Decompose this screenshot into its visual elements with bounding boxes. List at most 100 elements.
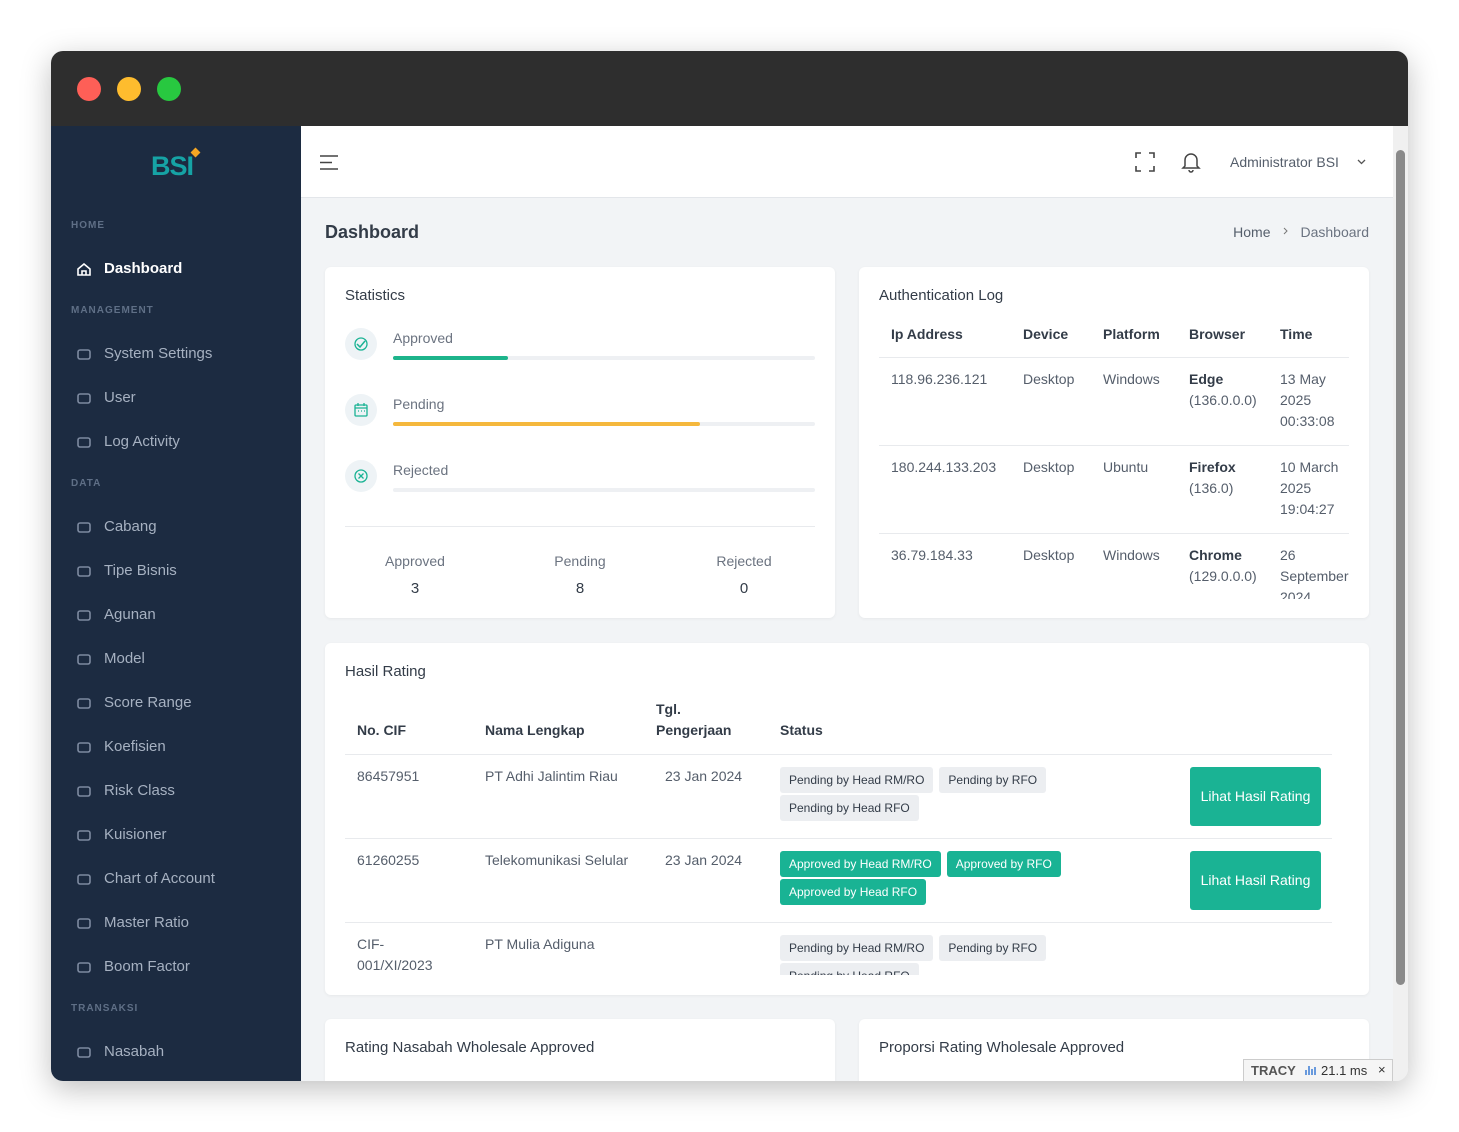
table-cell: Desktop bbox=[1023, 547, 1075, 563]
icon bbox=[77, 654, 91, 665]
sidebar-item[interactable]: Log Activity bbox=[75, 427, 285, 457]
sidebar-item-label: User bbox=[104, 389, 136, 406]
stat-icon bbox=[345, 460, 377, 492]
fullscreen-button[interactable] bbox=[1135, 152, 1155, 172]
sidebar-item[interactable]: Kuisioner bbox=[75, 820, 285, 850]
icon-part bbox=[1283, 227, 1288, 235]
sidebar-item-label: Koefisien bbox=[104, 738, 166, 755]
card-title: Authentication Log bbox=[879, 287, 1004, 304]
sidebar-item-label: Boom Factor bbox=[104, 958, 190, 975]
user-menu-caret[interactable] bbox=[1357, 159, 1366, 165]
notification-button[interactable] bbox=[1181, 151, 1201, 173]
sidebar-item[interactable]: Boom Factor bbox=[75, 952, 285, 982]
sidebar-item[interactable]: Master Ratio bbox=[75, 908, 285, 938]
debug-close[interactable]: × bbox=[1378, 1062, 1386, 1077]
summary-value: 3 bbox=[410, 580, 420, 597]
column-header: Time bbox=[1280, 326, 1313, 342]
table-cell: 10 March 2025 19:04:27 bbox=[1280, 459, 1339, 517]
column-header: Ip Address bbox=[891, 326, 963, 342]
status-badge: Pending by RFO bbox=[939, 767, 1047, 793]
sidebar-item-label: Agunan bbox=[104, 606, 156, 623]
sidebar-item[interactable]: Koefisien bbox=[75, 732, 285, 762]
sidebar-item[interactable]: Dashboard bbox=[75, 254, 285, 284]
icon bbox=[77, 918, 91, 929]
sidebar-item[interactable]: Agunan bbox=[75, 600, 285, 630]
icon-part bbox=[356, 340, 366, 349]
icon bbox=[77, 786, 91, 797]
icon bbox=[77, 393, 91, 404]
column-header: Device bbox=[1023, 326, 1069, 342]
sidebar-item[interactable]: Nasabah bbox=[75, 1037, 285, 1067]
sidebar-item[interactable]: Tipe Bisnis bbox=[75, 556, 285, 586]
browser-version: (129.0.0.0) bbox=[1189, 568, 1257, 584]
browser-version: (136.0.0.0) bbox=[1189, 392, 1257, 408]
breadcrumb-link[interactable]: Home bbox=[1233, 224, 1271, 240]
icon-part bbox=[77, 437, 91, 448]
table-cell: Desktop bbox=[1023, 371, 1075, 387]
scrollbar-thumb[interactable] bbox=[1396, 150, 1405, 985]
icon bbox=[77, 742, 91, 753]
breadcrumb: Home Dashboard bbox=[1233, 224, 1369, 240]
card-title: Proporsi Rating Wholesale Approved bbox=[879, 1039, 1125, 1056]
status-badge: Approved by RFO bbox=[946, 851, 1061, 877]
zoom-button[interactable] bbox=[157, 77, 181, 101]
icon bbox=[77, 263, 91, 276]
icon-part bbox=[77, 610, 91, 621]
progress-track bbox=[393, 356, 815, 360]
status-badge: Pending by Head RFO bbox=[780, 795, 919, 821]
stat-label: Approved bbox=[393, 330, 453, 346]
browser-name: Edge bbox=[1189, 371, 1224, 387]
view-rating-button[interactable]: Lihat Hasil Rating bbox=[1190, 767, 1321, 826]
table-cell: Telekomunikasi Selular bbox=[485, 852, 629, 868]
icon-part bbox=[1181, 153, 1201, 173]
status-badge: Pending by Head RM/RO bbox=[780, 767, 934, 793]
stat-label: Rejected bbox=[393, 462, 449, 478]
sidebar-item[interactable]: Chart of Account bbox=[75, 864, 285, 894]
icon-part bbox=[1357, 159, 1366, 165]
row-divider bbox=[345, 838, 1332, 839]
menu-toggle[interactable] bbox=[319, 154, 339, 171]
view-rating-button[interactable]: Lihat Hasil Rating bbox=[1190, 851, 1321, 910]
close-button[interactable] bbox=[77, 77, 101, 101]
icon-part bbox=[77, 263, 91, 276]
sidebar-item[interactable]: User bbox=[75, 383, 285, 413]
debug-time: 21.1 ms bbox=[1321, 1063, 1368, 1078]
table-cell: 86457951 bbox=[357, 768, 420, 784]
row-divider bbox=[879, 357, 1349, 358]
icon-part bbox=[77, 962, 91, 973]
icon bbox=[77, 522, 91, 533]
icon-part bbox=[77, 918, 91, 929]
table-cell: CIF-001/XI/2023 bbox=[357, 936, 433, 973]
auth-log-table: Ip Address Device Platform Browser Time 118.9… bbox=[879, 317, 1349, 599]
sidebar-item-label: Dashboard bbox=[104, 260, 183, 277]
sidebar-item[interactable]: System Settings bbox=[75, 339, 285, 369]
stat-icon bbox=[345, 328, 377, 360]
table-cell: 180.244.133.203 bbox=[891, 459, 997, 475]
icon-part bbox=[320, 155, 338, 170]
breadcrumb-separator bbox=[1283, 227, 1288, 235]
sidebar-item[interactable]: Risk Class bbox=[75, 776, 285, 806]
minimize-button[interactable] bbox=[117, 77, 141, 101]
sidebar-item[interactable]: Score Range bbox=[75, 688, 285, 718]
table-cell: PT Mulia Adiguna bbox=[485, 936, 595, 952]
table-cell: 26 September 2024 bbox=[1280, 547, 1349, 599]
icon-part bbox=[358, 473, 364, 479]
stat-label: Pending bbox=[393, 396, 445, 412]
table-cell: 23 Jan 2024 bbox=[665, 768, 743, 784]
card-title: Statistics bbox=[345, 287, 406, 304]
sidebar-item-label: Master Ratio bbox=[104, 914, 190, 931]
sidebar-item-label: Cabang bbox=[104, 518, 157, 535]
status-badge: Approved by Head RFO bbox=[780, 879, 927, 905]
user-menu[interactable]: Administrator BSI bbox=[1230, 154, 1339, 170]
icon bbox=[354, 403, 368, 417]
sidebar-item[interactable]: Cabang bbox=[75, 512, 285, 542]
debug-bar[interactable]: TRACY 21.1 ms × bbox=[1243, 1059, 1393, 1081]
column-header: Nama Lengkap bbox=[485, 722, 585, 738]
sidebar-item-label: Log Activity bbox=[104, 433, 180, 450]
wholesale-rating-card: Rating Nasabah Wholesale Approved bbox=[325, 1019, 835, 1081]
icon bbox=[77, 349, 91, 360]
row-divider bbox=[345, 922, 1332, 923]
sidebar-item[interactable]: Model bbox=[75, 644, 285, 674]
table-cell: 13 May 2025 00:33:08 bbox=[1280, 371, 1335, 429]
